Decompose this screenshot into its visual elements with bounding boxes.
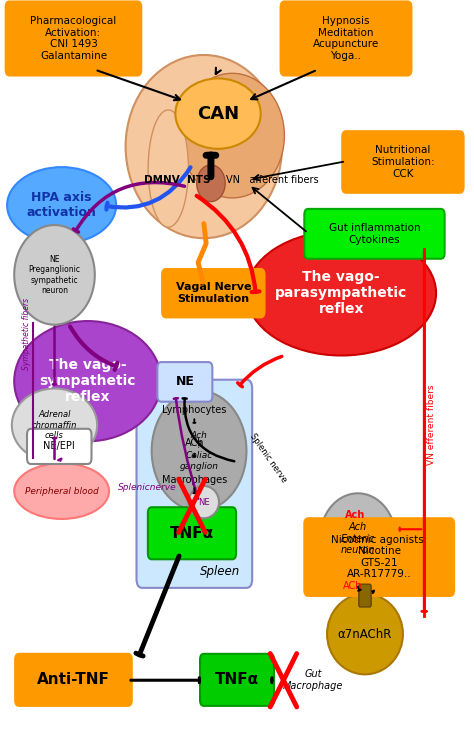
Text: TNFα: TNFα <box>170 526 214 541</box>
Ellipse shape <box>189 486 219 518</box>
Text: Ach
Enteric
neuron: Ach Enteric neuron <box>341 522 375 556</box>
Ellipse shape <box>320 493 396 584</box>
Ellipse shape <box>14 463 109 519</box>
Text: Adrenal
chromaffin
cells: Adrenal chromaffin cells <box>32 410 77 440</box>
Text: Sympathetic fibers: Sympathetic fibers <box>22 298 30 369</box>
Text: Peripheral blood: Peripheral blood <box>25 487 99 496</box>
Text: CAN: CAN <box>197 105 239 122</box>
FancyBboxPatch shape <box>304 209 445 259</box>
Ellipse shape <box>148 110 188 227</box>
FancyBboxPatch shape <box>148 507 236 559</box>
Text: Spleen: Spleen <box>201 565 240 578</box>
Text: The vago-
sympathetic
reflex: The vago- sympathetic reflex <box>39 358 136 405</box>
Ellipse shape <box>126 55 282 238</box>
Ellipse shape <box>14 225 95 325</box>
FancyBboxPatch shape <box>342 131 464 193</box>
Text: Gut inflammation
Cytokines: Gut inflammation Cytokines <box>328 223 420 245</box>
Text: Lymphocytes: Lymphocytes <box>162 405 227 416</box>
Text: The vago-
parasympathetic
reflex: The vago- parasympathetic reflex <box>275 270 408 317</box>
Ellipse shape <box>12 388 97 462</box>
Text: HPA axis
activation: HPA axis activation <box>27 191 97 219</box>
Text: VN efferent fibers: VN efferent fibers <box>427 385 436 465</box>
Ellipse shape <box>246 231 436 356</box>
Text: Nicotinic agonists:
Nicotine
GTS-21
AR-R17779..: Nicotinic agonists: Nicotine GTS-21 AR-R… <box>331 534 428 580</box>
Text: DMNV  NTS: DMNV NTS <box>145 174 211 185</box>
FancyBboxPatch shape <box>6 1 141 75</box>
Text: NE: NE <box>198 498 210 507</box>
FancyBboxPatch shape <box>15 654 132 706</box>
Ellipse shape <box>180 73 284 198</box>
Text: Pharmacological
Activation:
CNI 1493
Galantamine: Pharmacological Activation: CNI 1493 Gal… <box>30 16 117 61</box>
Text: Macrophages: Macrophages <box>162 475 227 485</box>
FancyBboxPatch shape <box>162 269 264 317</box>
FancyBboxPatch shape <box>27 429 91 464</box>
Text: ACh: ACh <box>184 438 204 449</box>
Ellipse shape <box>7 167 116 243</box>
FancyBboxPatch shape <box>200 654 274 706</box>
Text: NE
Preganglionic
sympathetic
neuron: NE Preganglionic sympathetic neuron <box>28 255 81 295</box>
FancyBboxPatch shape <box>304 518 454 596</box>
FancyBboxPatch shape <box>359 584 371 607</box>
FancyBboxPatch shape <box>137 380 252 588</box>
Ellipse shape <box>14 321 161 441</box>
FancyBboxPatch shape <box>157 362 212 402</box>
FancyBboxPatch shape <box>281 1 411 75</box>
Text: VN   afferent fibers: VN afferent fibers <box>226 174 319 185</box>
Text: Vagal Nerve
Stimulation: Vagal Nerve Stimulation <box>175 282 251 304</box>
Text: NE: NE <box>175 375 194 388</box>
Ellipse shape <box>152 391 246 511</box>
Ellipse shape <box>327 594 403 674</box>
Text: NE/EPI: NE/EPI <box>44 441 75 452</box>
Text: Gut
Macrophage: Gut Macrophage <box>283 669 343 691</box>
Text: Hypnosis
Meditation
Acupuncture
Yoga..: Hypnosis Meditation Acupuncture Yoga.. <box>313 16 379 61</box>
Text: Splenic nerve: Splenic nerve <box>247 432 288 485</box>
Text: TNFα: TNFα <box>215 672 259 688</box>
Text: Anti-TNF: Anti-TNF <box>37 672 110 688</box>
Text: Ach
?
Celiac
ganglion: Ach ? Celiac ganglion <box>180 431 219 471</box>
Text: Ach: Ach <box>346 510 365 520</box>
Ellipse shape <box>175 78 261 149</box>
Text: Splenicnerve: Splenicnerve <box>118 483 176 492</box>
Text: α7nAChR: α7nAChR <box>338 627 392 641</box>
Ellipse shape <box>197 165 225 202</box>
Text: ACh: ACh <box>343 581 363 592</box>
Text: Nutritional
Stimulation:
CCK: Nutritional Stimulation: CCK <box>371 145 435 179</box>
